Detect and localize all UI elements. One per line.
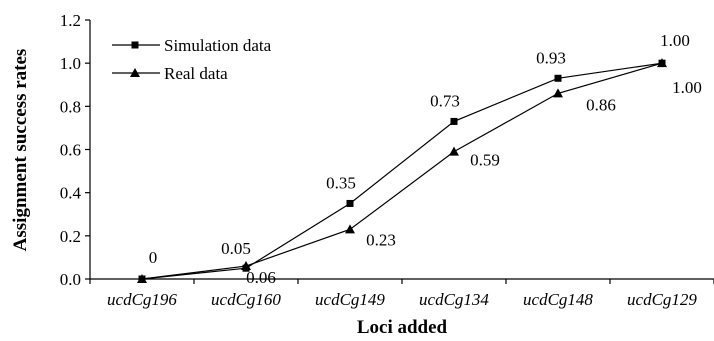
y-axis-ticks: 0.0 0.2 0.4 0.6 0.8 1.0 1.2	[60, 11, 90, 289]
x-tick-label: ucdCg134	[419, 290, 489, 309]
data-point-triangle	[137, 274, 147, 283]
data-point-square	[346, 199, 354, 207]
data-label: 0.59	[470, 151, 500, 170]
x-axis-ticks: ucdCg196 ucdCg160 ucdCg149 ucdCg134 ucdCg148…	[89, 279, 714, 309]
x-tick-label: ucdCg148	[523, 290, 593, 309]
data-point-triangle	[449, 146, 459, 156]
x-tick-label: ucdCg196	[107, 290, 177, 309]
legend-square-marker	[131, 41, 139, 49]
x-axis-title: Loci added	[357, 317, 448, 338]
data-point-triangle	[345, 224, 355, 234]
series-layer: 0 0.05 0.35 0.73 0.93 1.00 0.06 0.23 0.59 0.86 1.0…	[137, 31, 702, 287]
y-tick-label: 0.8	[60, 97, 81, 116]
data-point-square	[554, 74, 562, 82]
data-label: 0.05	[221, 239, 251, 258]
data-point-square	[450, 117, 458, 125]
legend-label: Simulation data	[164, 36, 272, 55]
data-label: 0.35	[326, 173, 356, 192]
series-0: 0 0.05 0.35 0.73 0.93 1.00	[138, 31, 690, 283]
y-tick-label: 0.0	[60, 270, 81, 289]
series-line	[141, 62, 663, 280]
data-label: 1.00	[672, 78, 702, 97]
data-label: 0.06	[246, 268, 276, 287]
x-tick-label: ucdCg129	[627, 290, 697, 309]
data-label: 0.23	[366, 230, 396, 249]
data-point-triangle	[657, 58, 667, 68]
data-label: 1.00	[660, 31, 690, 50]
legend-label: Real data	[164, 64, 228, 83]
data-point-triangle	[241, 261, 251, 271]
data-label: 0	[149, 248, 158, 267]
series-line	[141, 62, 663, 280]
x-tick-label: ucdCg160	[211, 290, 281, 309]
chart-axes	[89, 20, 714, 280]
y-tick-label: 0.4	[60, 184, 82, 203]
legend-item: Simulation data	[112, 36, 272, 55]
y-tick-label: 0.6	[60, 141, 81, 160]
y-axis-title: Assignment success rates	[10, 49, 31, 252]
data-label: 0.86	[586, 95, 616, 114]
legend-item: Real data	[112, 64, 228, 83]
y-tick-label: 1.0	[60, 54, 81, 73]
legend: Simulation data Real data	[112, 36, 272, 83]
y-tick-label: 1.2	[60, 11, 81, 30]
y-tick-label: 0.2	[60, 227, 81, 246]
series-1: 0.06 0.23 0.59 0.86 1.00	[137, 58, 702, 287]
data-label: 0.73	[430, 91, 460, 110]
data-label: 0.93	[536, 48, 566, 67]
x-tick-label: ucdCg149	[315, 290, 385, 309]
data-point-triangle	[553, 88, 563, 98]
legend-triangle-marker	[130, 68, 140, 77]
